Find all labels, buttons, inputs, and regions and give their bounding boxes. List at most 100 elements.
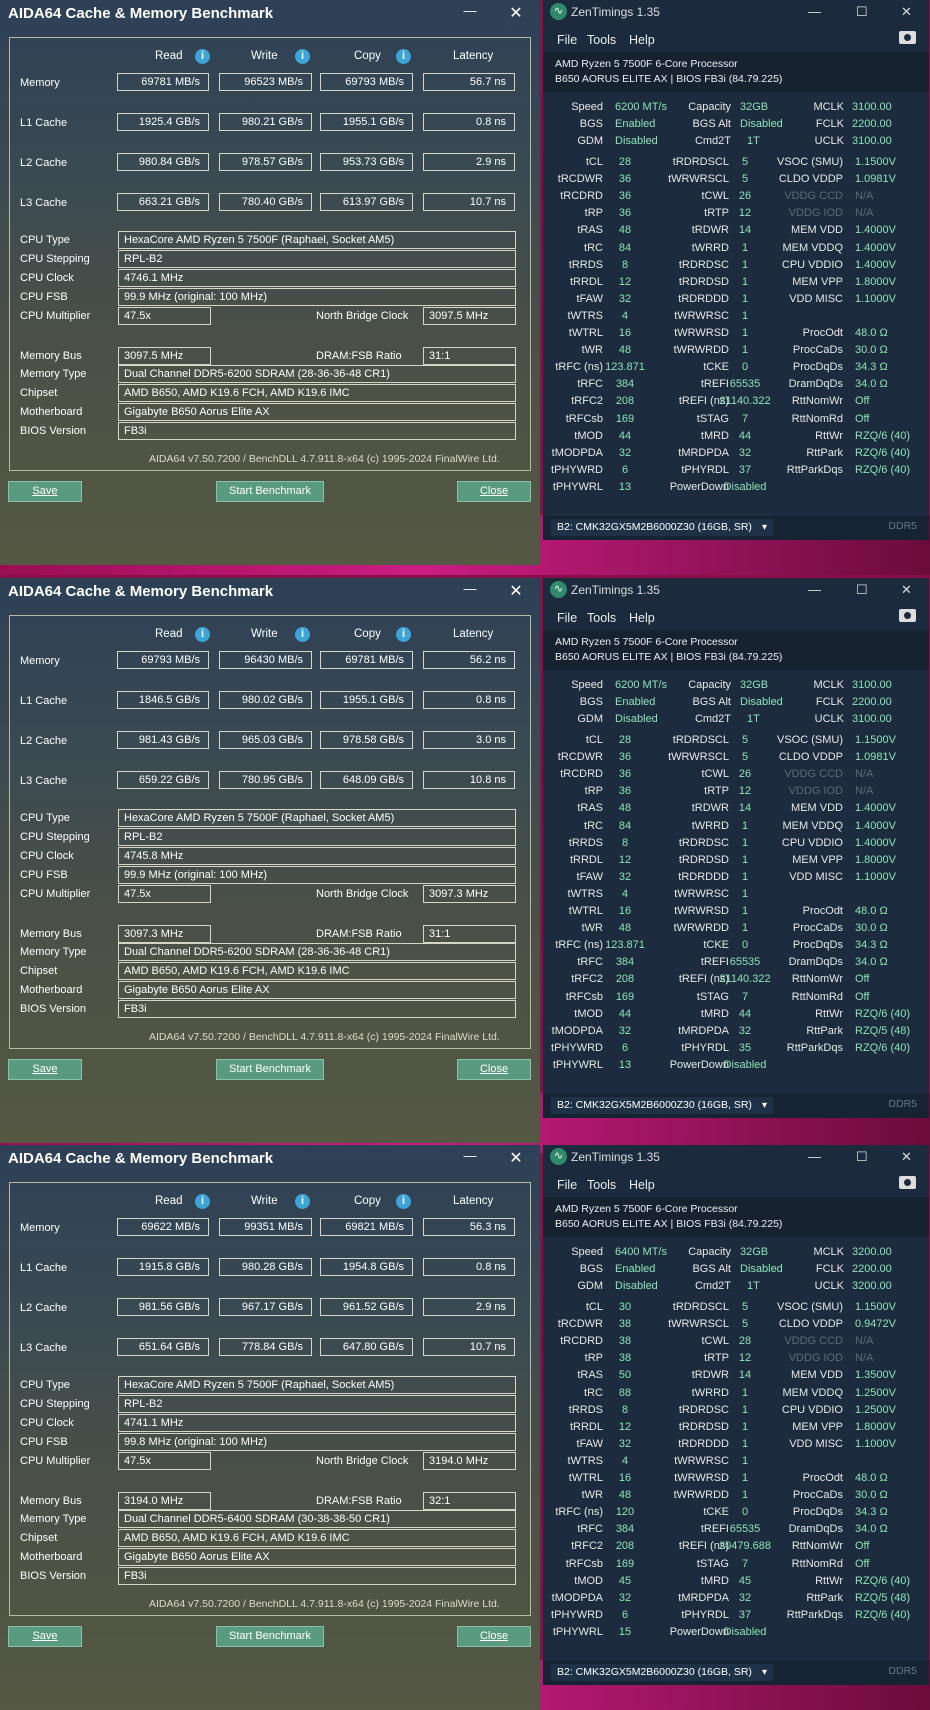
timing-value: 8: [621, 1403, 629, 1416]
cpu_type-value: HexaCore AMD Ryzen 5 7500F (Raphael, Soc…: [118, 231, 516, 249]
label-north-bridge-clock: North Bridge Clock: [316, 1455, 409, 1467]
close-icon[interactable]: ✕: [509, 583, 523, 600]
info-icon[interactable]: i: [195, 49, 210, 64]
close-button[interactable]: Close: [457, 481, 531, 502]
timing-value: 6: [621, 1041, 629, 1054]
close-icon[interactable]: ✕: [901, 582, 912, 597]
row-label-l2: L2 Cache: [20, 157, 68, 169]
info-icon[interactable]: i: [195, 1194, 210, 1209]
menu-file[interactable]: File: [557, 611, 578, 625]
minimize-icon[interactable]: —: [463, 3, 477, 18]
timing-label: tRDWR: [691, 224, 729, 237]
info-icon[interactable]: i: [295, 627, 310, 642]
save-button[interactable]: Save: [8, 1059, 82, 1080]
close-icon[interactable]: ✕: [901, 1149, 912, 1164]
info-icon[interactable]: i: [195, 627, 210, 642]
cpu_stepping-value: RPL-B2: [118, 828, 516, 846]
menu-help[interactable]: Help: [629, 611, 655, 625]
minimize-icon[interactable]: —: [808, 582, 821, 597]
aida-titlebar[interactable]: AIDA64 Cache & Memory Benchmark — ✕: [0, 0, 540, 32]
row-label-l3: L3 Cache: [20, 1342, 68, 1354]
aida-titlebar[interactable]: AIDA64 Cache & Memory Benchmark — ✕: [0, 1145, 540, 1177]
maximize-icon[interactable]: ☐: [856, 582, 868, 597]
maximize-icon[interactable]: ☐: [856, 1149, 868, 1164]
label-cpu_clock: CPU Clock: [20, 850, 74, 862]
info-icon[interactable]: i: [396, 627, 411, 642]
close-icon[interactable]: ✕: [901, 4, 912, 19]
zen-window-title: ZenTimings 1.35: [571, 1150, 660, 1164]
camera-icon[interactable]: [899, 609, 916, 622]
voltage-label: ProcDqDs: [792, 1506, 843, 1519]
header-write: Write: [251, 628, 278, 640]
timing-value: 120: [615, 1506, 635, 1519]
voltage-value: 48.0 Ω: [855, 1472, 888, 1484]
label-memory_type: Memory Type: [20, 1513, 87, 1525]
start-benchmark-button[interactable]: Start Benchmark: [216, 1626, 324, 1647]
info-icon[interactable]: i: [295, 1194, 310, 1209]
close-icon[interactable]: ✕: [509, 1150, 523, 1167]
timing-value: 12: [738, 785, 752, 798]
info-icon[interactable]: i: [295, 49, 310, 64]
header-copy: Copy: [354, 50, 381, 62]
camera-icon[interactable]: [899, 31, 916, 44]
save-button[interactable]: Save: [8, 481, 82, 502]
minimize-icon[interactable]: —: [808, 4, 821, 19]
maximize-icon[interactable]: ☐: [856, 4, 868, 19]
timing-value: 32: [618, 292, 632, 305]
close-button[interactable]: Close: [457, 1626, 531, 1647]
aida-titlebar[interactable]: AIDA64 Cache & Memory Benchmark — ✕: [0, 578, 540, 610]
voltage-value: RZQ/6 (40): [855, 1574, 911, 1587]
timing-value: 1: [741, 292, 749, 305]
row-label-l2: L2 Cache: [20, 735, 68, 747]
voltage-label: ProcCaDs: [792, 1489, 843, 1502]
row-label-l1: L1 Cache: [20, 695, 68, 707]
start-benchmark-button[interactable]: Start Benchmark: [216, 1059, 324, 1080]
menu-tools[interactable]: Tools: [587, 1178, 617, 1192]
menu-file[interactable]: File: [557, 33, 578, 47]
zen-label-gdm: GDM: [577, 135, 603, 147]
timing-value: 1: [741, 1472, 749, 1484]
timing-value: 48: [618, 224, 632, 237]
minimize-icon[interactable]: —: [463, 581, 477, 596]
zentimings-window: ∿ ZenTimings 1.35 — ☐ ✕ File Tools Help AMD Ryze…: [543, 0, 929, 540]
menu-file[interactable]: File: [557, 1178, 578, 1192]
menu-tools[interactable]: Tools: [587, 33, 617, 47]
menu-tools[interactable]: Tools: [587, 611, 617, 625]
close-button[interactable]: Close: [457, 1059, 531, 1080]
zen-titlebar[interactable]: ∿ ZenTimings 1.35 — ☐ ✕: [543, 1145, 929, 1169]
timing-value: 36: [618, 785, 632, 798]
zen-value-cmd2t: 1T: [747, 135, 760, 147]
save-button[interactable]: Save: [8, 1626, 82, 1647]
timing-value: Disabled: [723, 1058, 767, 1071]
dimm-select[interactable]: B2: CMK32GX5M2B6000Z30 (16GB, SR): [551, 1664, 773, 1681]
zentimings-window: ∿ ZenTimings 1.35 — ☐ ✕ File Tools Help AMD Ryze…: [543, 578, 929, 1118]
timing-label: tCWL: [701, 768, 730, 781]
minimize-icon[interactable]: —: [808, 1149, 821, 1164]
timing-label: tRP: [584, 1352, 603, 1365]
menu-help[interactable]: Help: [629, 33, 655, 47]
info-icon[interactable]: i: [396, 49, 411, 64]
menu-help[interactable]: Help: [629, 1178, 655, 1192]
start-benchmark-button[interactable]: Start Benchmark: [216, 481, 324, 502]
voltage-label: DramDqDs: [788, 1523, 843, 1536]
dimm-select[interactable]: B2: CMK32GX5M2B6000Z30 (16GB, SR): [551, 519, 773, 536]
timing-label: tMRD: [700, 429, 729, 442]
camera-icon[interactable]: [899, 1176, 916, 1189]
voltage-value: 1.4000V: [855, 258, 896, 271]
voltage-value: 1.4000V: [855, 224, 896, 237]
timing-label: tSTAG: [696, 412, 729, 425]
timing-label: tCL: [585, 734, 603, 746]
timing-label: tRDRDSC: [678, 1403, 729, 1416]
zen-titlebar[interactable]: ∿ ZenTimings 1.35 — ☐ ✕: [543, 0, 929, 24]
zen-titlebar[interactable]: ∿ ZenTimings 1.35 — ☐ ✕: [543, 578, 929, 602]
info-icon[interactable]: i: [396, 1194, 411, 1209]
minimize-icon[interactable]: —: [463, 1148, 477, 1163]
dimm-select[interactable]: B2: CMK32GX5M2B6000Z30 (16GB, SR): [551, 1097, 773, 1114]
l1-copy-value: 1954.8 GB/s: [320, 1258, 413, 1276]
voltage-label: RttNomWr: [791, 395, 843, 408]
l1-copy-value: 1955.1 GB/s: [320, 113, 413, 131]
memory_type-value: Dual Channel DDR5-6200 SDRAM (28-36-36-4…: [118, 943, 516, 961]
voltage-value: 1.1000V: [855, 1437, 896, 1450]
close-icon[interactable]: ✕: [509, 5, 523, 22]
zen-value-gdm: Disabled: [615, 713, 658, 725]
